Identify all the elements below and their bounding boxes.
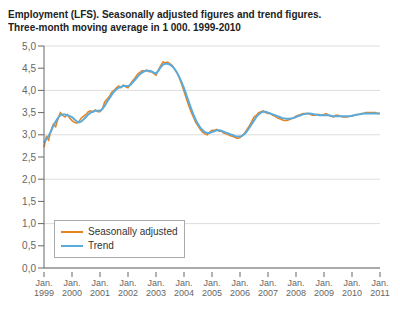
svg-text:2,0: 2,0 (22, 174, 36, 185)
svg-text:Jan.2009: Jan.2009 (314, 278, 334, 298)
svg-text:3,5: 3,5 (22, 107, 36, 118)
svg-text:2,5: 2,5 (22, 152, 36, 163)
svg-text:Jan.2011: Jan.2011 (370, 278, 389, 298)
svg-text:Jan.2002: Jan.2002 (118, 278, 138, 298)
svg-text:4,5: 4,5 (22, 63, 36, 74)
svg-text:Jan.1999: Jan.1999 (34, 278, 54, 298)
svg-text:0,0: 0,0 (22, 263, 36, 274)
svg-text:5,0: 5,0 (22, 41, 36, 52)
svg-text:Jan.2005: Jan.2005 (202, 278, 222, 298)
svg-text:Jan.2010: Jan.2010 (342, 278, 362, 298)
html-text:Employment (LFS). Seasonally a: Employment (LFS). Seasonally adjusted fi… (8, 9, 322, 20)
svg-text:Jan.2006: Jan.2006 (230, 278, 250, 298)
svg-text:Jan.2001: Jan.2001 (90, 278, 110, 298)
svg-text:Jan.2004: Jan.2004 (174, 278, 194, 298)
svg-text:Jan.2000: Jan.2000 (62, 278, 82, 298)
svg-text:1,5: 1,5 (22, 196, 36, 207)
html-text:Three-month moving average in: Three-month moving average in 1 000. 199… (8, 22, 241, 33)
svg-text:0,5: 0,5 (22, 240, 36, 251)
svg-text:4,0: 4,0 (22, 85, 36, 96)
html-text:Seasonally adjusted: Seasonally adjusted (88, 226, 178, 237)
html-text:Trend: Trend (88, 240, 114, 251)
svg-text:Jan.2007: Jan.2007 (258, 278, 278, 298)
svg-text:1,0: 1,0 (22, 218, 36, 229)
svg-text:3,0: 3,0 (22, 129, 36, 140)
svg-text:Jan.2003: Jan.2003 (146, 278, 166, 298)
svg-text:Jan.2008: Jan.2008 (286, 278, 306, 298)
